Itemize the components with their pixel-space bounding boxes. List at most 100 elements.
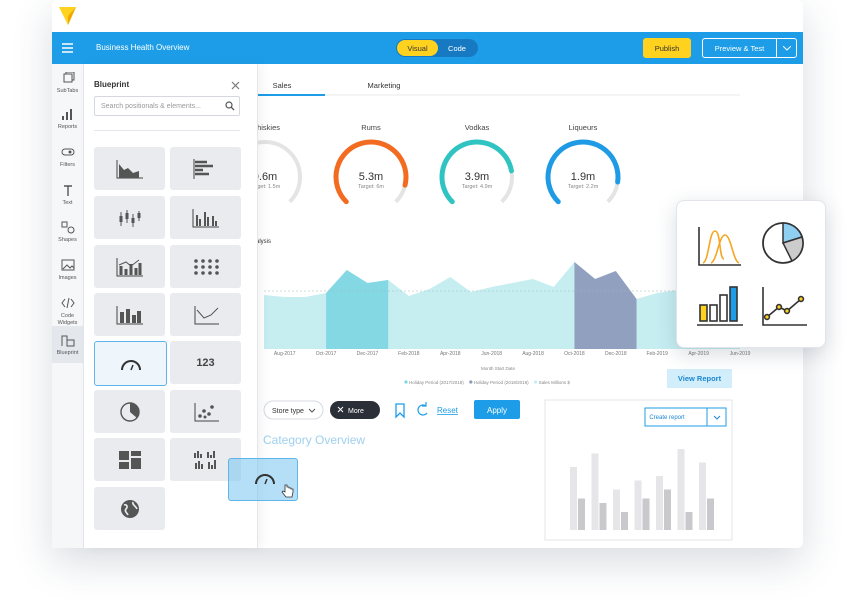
sidebar-icon: [63, 185, 72, 196]
blueprint-tile[interactable]: [94, 390, 165, 433]
bar: [613, 489, 620, 530]
bookmark-icon: [395, 403, 405, 419]
tile-icon: [194, 402, 219, 421]
gauge-target: Target: 2.2m: [568, 184, 599, 190]
chevron: [713, 415, 721, 420]
area: [574, 262, 637, 349]
blueprint-tile[interactable]: 123: [170, 341, 241, 384]
sidebar-icon: [63, 71, 74, 83]
blueprint-tile[interactable]: [170, 293, 241, 336]
gauge-arc: [545, 139, 621, 205]
store-type-label: Store type: [272, 408, 304, 415]
view-report-button[interactable]: [667, 369, 732, 388]
preview-button[interactable]: Preview & Test: [702, 38, 777, 58]
sidebar-item[interactable]: Code Widgets: [52, 297, 83, 327]
search-box[interactable]: Search positionals & elements...: [94, 96, 240, 116]
code-toggle[interactable]: Code: [448, 43, 466, 53]
reset-link[interactable]: Reset: [437, 406, 459, 415]
create-report-label: Create report: [649, 415, 685, 421]
tile-icon: [194, 305, 219, 324]
sidebar-label: Images: [58, 275, 77, 281]
close-x: [337, 406, 344, 413]
tile-icon: [193, 158, 213, 179]
store-type-filter[interactable]: [263, 400, 324, 420]
area: [326, 270, 389, 349]
sidebar-item[interactable]: Blueprint: [52, 334, 83, 357]
legend-label: Holiday Period (2017/2018): [409, 380, 464, 385]
sidebar-item[interactable]: Reports: [52, 108, 83, 131]
gauge-name: Whiskies: [258, 123, 280, 132]
apply-button[interactable]: [474, 400, 520, 419]
blueprint-tile[interactable]: [94, 196, 165, 239]
pie-icon: [762, 222, 804, 264]
sidebar-label: SubTabs: [56, 88, 79, 94]
bar: [621, 512, 628, 530]
tile-icon: [193, 450, 216, 469]
blueprint-tile[interactable]: [170, 245, 241, 288]
dashboard-title: Business Health Overview: [96, 43, 190, 52]
publish-button[interactable]: Publish: [643, 38, 691, 58]
blueprint-panel: Blueprint Search positionals & elements.…: [84, 64, 258, 548]
sidebar-icon: [61, 221, 74, 234]
bar: [634, 480, 642, 530]
sidebar-item[interactable]: SubTabs: [52, 71, 83, 95]
divider: [94, 130, 240, 131]
search-icon: [225, 101, 235, 111]
sidebar-item[interactable]: Filters: [52, 146, 83, 169]
gauge-target: Target: 6m: [358, 184, 384, 190]
gauge-name: Vodkas: [465, 123, 490, 132]
blueprint-tile[interactable]: [94, 341, 167, 386]
sidebar-item[interactable]: Text: [52, 184, 83, 207]
blueprint-tile[interactable]: [94, 293, 165, 336]
tile-icon: [116, 305, 143, 324]
gauge-value: 0.6m: [258, 171, 277, 183]
tile-icon: [118, 450, 141, 469]
sidebar-item[interactable]: Images: [52, 259, 83, 282]
top-bar: Business Health Overview Visual Code Pub…: [52, 32, 803, 64]
view-report-label: View Report: [678, 374, 722, 383]
more-button[interactable]: [330, 401, 380, 419]
sidebar-icon: [61, 259, 74, 271]
sidebar-label: Filters: [60, 162, 75, 168]
blueprint-tile[interactable]: [94, 438, 165, 481]
blueprint-tile[interactable]: [94, 245, 165, 288]
bar: [664, 489, 671, 530]
blueprint-tile[interactable]: [94, 147, 165, 190]
x-tick-label: Aug-2017: [274, 351, 296, 357]
x-tick-label: Jun-2019: [730, 351, 751, 357]
x-tick-label: Jun-2018: [481, 351, 502, 357]
blueprint-tile[interactable]: [170, 147, 241, 190]
tile-icon: [116, 159, 143, 178]
sidebar-icon: [60, 297, 75, 309]
gauge-target: Target: 4.9m: [462, 184, 493, 190]
x-tick-label: Oct-2018: [564, 351, 585, 357]
close-icon[interactable]: [231, 81, 240, 90]
sidebar-label: Reports: [57, 124, 78, 130]
create-report-button[interactable]: [644, 407, 727, 427]
x-tick-label: Aug-2018: [522, 351, 544, 357]
visual-toggle[interactable]: Visual: [397, 40, 438, 56]
gauge-icon: [255, 474, 275, 485]
refresh-icon: [417, 402, 428, 416]
gauge-arc: [439, 139, 514, 205]
legend-swatch: [533, 380, 538, 384]
blueprint-tile[interactable]: [170, 390, 241, 433]
section-title: Category Overview: [263, 433, 365, 447]
gauge-name: Rums: [361, 123, 381, 132]
blueprint-tile[interactable]: [94, 487, 165, 530]
x-tick-label: Apr-2018: [440, 351, 461, 357]
sidebar-label: Text: [62, 200, 73, 206]
chevron: [308, 408, 316, 413]
x-tick-label: Dec-2017: [357, 351, 379, 357]
bar: [570, 467, 577, 530]
tab: Marketing: [368, 81, 401, 90]
legend-label: Sales Millions $: [539, 380, 571, 385]
bell-curve-icon: [698, 227, 741, 266]
preview-dropdown[interactable]: [776, 38, 797, 58]
menu-icon[interactable]: [62, 43, 73, 53]
bar: [677, 449, 685, 530]
blueprint-tile[interactable]: [170, 196, 241, 239]
dragged-tile[interactable]: [228, 458, 298, 501]
sidebar-item[interactable]: Shapes: [52, 221, 83, 244]
